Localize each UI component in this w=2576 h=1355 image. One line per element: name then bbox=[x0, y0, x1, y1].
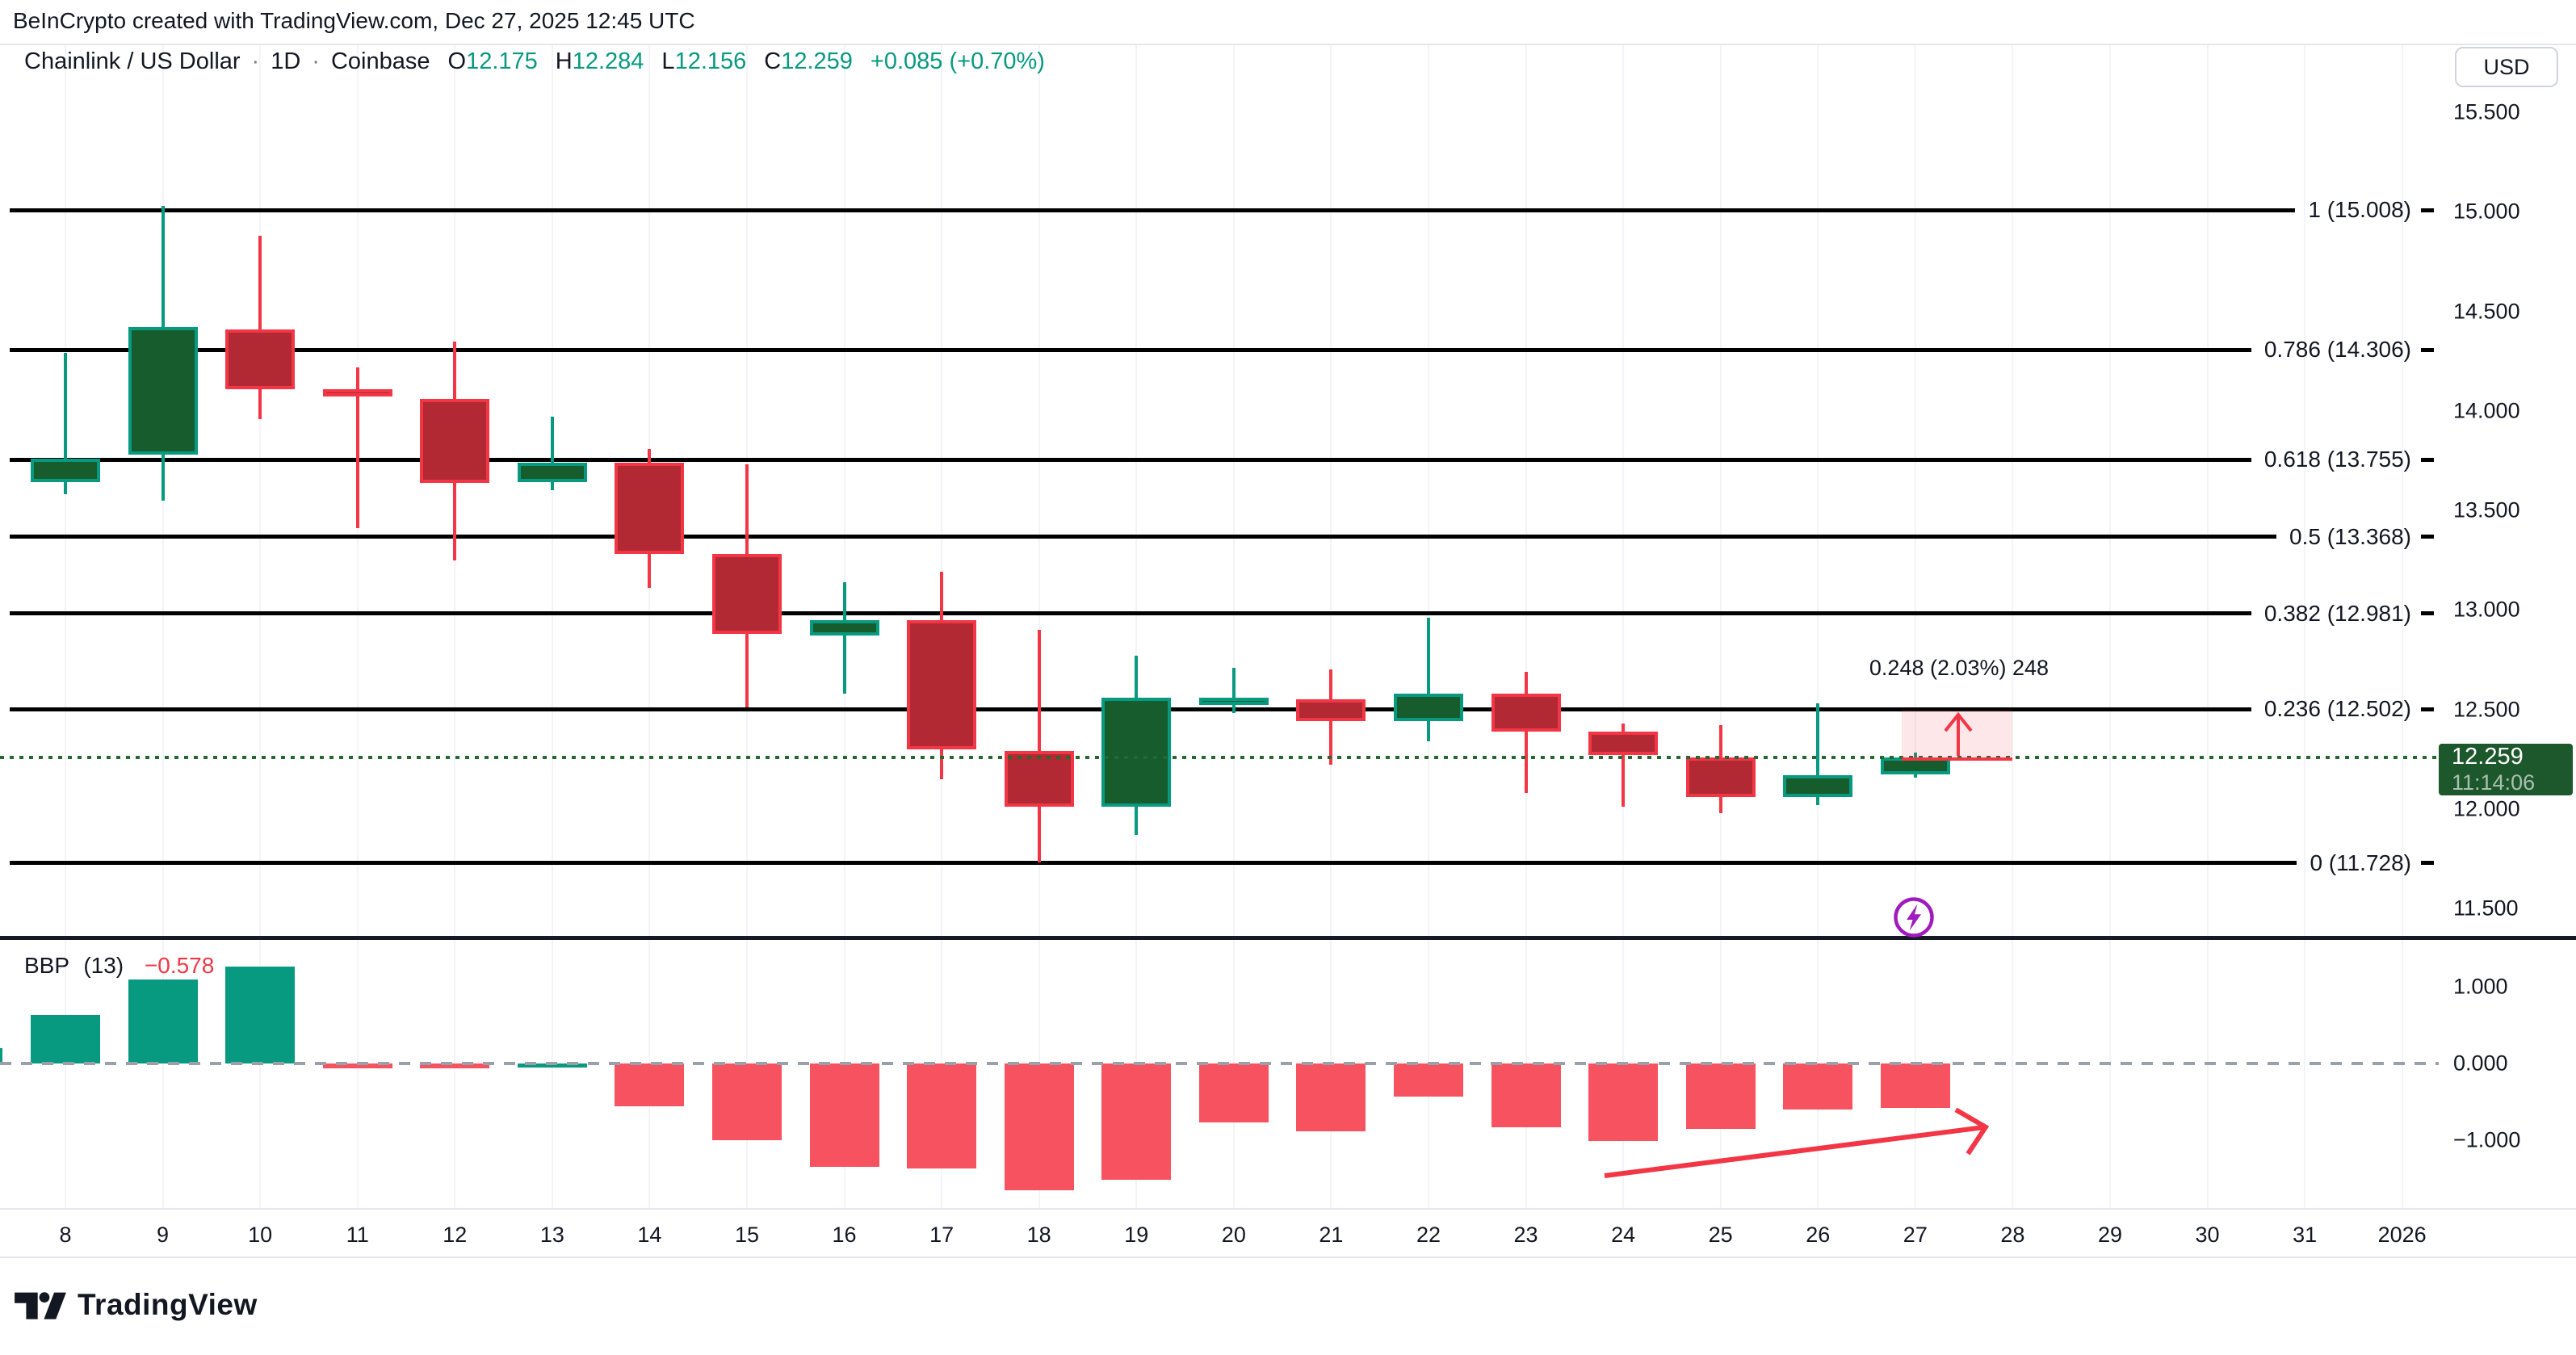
countdown-timer: 11:14:06 bbox=[2452, 770, 2536, 795]
card-bottom-border bbox=[0, 1256, 2576, 1258]
separator-dot: · bbox=[312, 48, 320, 74]
exchange-label[interactable]: Coinbase bbox=[330, 48, 430, 74]
separator-dot: · bbox=[251, 48, 260, 74]
symbol-info-bar[interactable]: Chainlink / US Dollar · 1D · Coinbase O1… bbox=[24, 48, 1045, 75]
time-scale-axis[interactable] bbox=[0, 1210, 2439, 1256]
timeframe-label[interactable]: 1D bbox=[271, 48, 301, 74]
pane-separator bbox=[0, 936, 2576, 940]
currency-button-usd[interactable]: USD bbox=[2455, 47, 2558, 87]
tradingview-footer-link[interactable]: TradingView bbox=[15, 1287, 258, 1323]
bbp-trend-arrow-icon bbox=[1604, 1108, 1990, 1178]
ohlc-open: O12.175 bbox=[447, 48, 538, 74]
last-price-dotted-line bbox=[0, 756, 2439, 759]
indicator-value: −0.578 bbox=[144, 953, 215, 978]
bbp-indicator-pane[interactable] bbox=[0, 940, 2439, 1208]
price-change: +0.085 (+0.70%) bbox=[870, 48, 1045, 74]
indicator-params: (13) bbox=[83, 953, 124, 978]
price-range-label: 0.248 (2.03%) 248 bbox=[1869, 656, 2049, 680]
ohlc-close: C12.259 bbox=[764, 48, 853, 74]
last-price-badge: 12.259 11:14:06 bbox=[2439, 744, 2573, 795]
tradingview-brand-text: TradingView bbox=[78, 1288, 258, 1321]
main-price-pane[interactable] bbox=[0, 45, 2439, 936]
measure-up-arrow-icon bbox=[1944, 711, 1973, 756]
price-scale-axis[interactable] bbox=[2439, 45, 2576, 1208]
bbp-legend[interactable]: BBP (13) −0.578 bbox=[24, 953, 214, 979]
symbol-name[interactable]: Chainlink / US Dollar bbox=[24, 48, 241, 74]
attribution-text: BeInCrypto created with TradingView.com,… bbox=[13, 8, 695, 33]
ohlc-low: L12.156 bbox=[661, 48, 747, 74]
card-top-border bbox=[0, 44, 2576, 45]
ohlc-high: H12.284 bbox=[555, 48, 644, 74]
indicator-name: BBP bbox=[24, 953, 69, 978]
flash-lightning-icon[interactable] bbox=[1892, 896, 1936, 939]
bbp-zero-line bbox=[0, 1062, 2439, 1065]
time-axis-border bbox=[0, 1208, 2576, 1210]
last-price-value: 12.259 bbox=[2452, 744, 2524, 770]
tradingview-logo-icon bbox=[15, 1292, 66, 1319]
